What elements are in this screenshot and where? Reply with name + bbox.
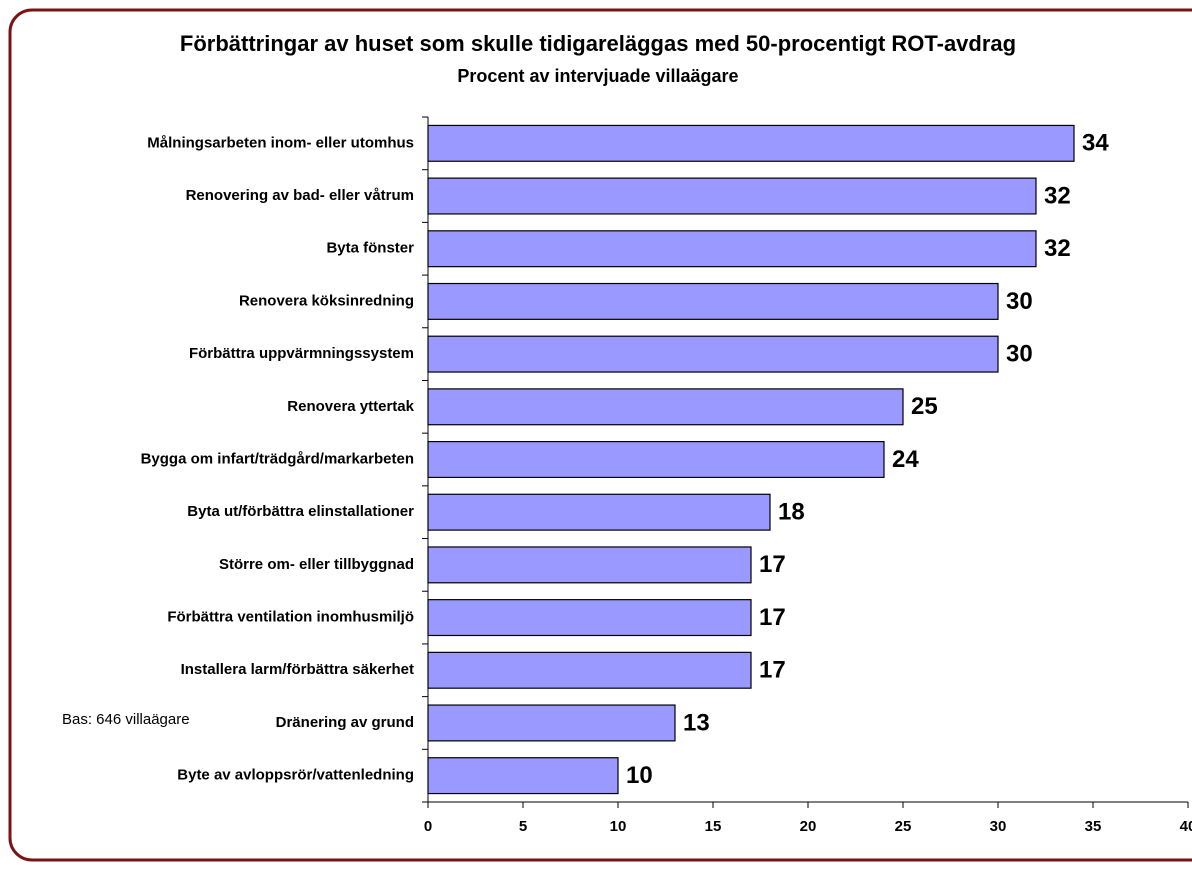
value-label: 30	[1006, 340, 1033, 367]
bar	[427, 704, 676, 742]
category-label: Målningsarbeten inom- eller utomhus	[147, 134, 414, 151]
x-tick-label: 10	[610, 818, 627, 835]
x-tick-label: 25	[895, 818, 912, 835]
bar	[427, 335, 999, 373]
x-tick-label: 15	[705, 818, 722, 835]
value-label: 17	[759, 604, 786, 631]
bar	[427, 177, 1037, 215]
category-label: Renovera yttertak	[287, 398, 414, 415]
category-label: Dränering av grund	[276, 714, 414, 731]
category-label: Installera larm/förbättra säkerhet	[181, 661, 414, 678]
value-label: 17	[759, 657, 786, 684]
x-tick-label: 40	[1180, 818, 1192, 835]
value-label: 10	[626, 762, 653, 789]
bar	[427, 651, 752, 689]
value-label: 17	[759, 551, 786, 578]
category-label: Bygga om infart/trädgård/markarbeten	[141, 450, 414, 467]
bar	[427, 282, 999, 320]
bar	[427, 230, 1037, 268]
value-label: 13	[683, 709, 710, 736]
annotation: Bas: 646 villaägare	[62, 711, 190, 728]
category-label: Byta fönster	[326, 240, 414, 257]
bar	[427, 440, 885, 479]
bar	[427, 599, 752, 637]
category-label: Renovera köksinredning	[239, 292, 414, 309]
value-label: 32	[1044, 182, 1071, 209]
category-label: Förbättra ventilation inomhusmiljö	[167, 609, 414, 626]
bar	[427, 388, 904, 426]
value-label: 24	[892, 446, 919, 473]
category-label: Byta ut/förbättra elinstallationer	[187, 503, 414, 520]
value-label: 34	[1082, 130, 1109, 157]
value-label: 30	[1006, 288, 1033, 315]
value-label: 25	[911, 393, 938, 420]
bar	[427, 124, 1075, 162]
bar	[427, 493, 771, 531]
category-label: Renovering av bad- eller våtrum	[186, 187, 414, 204]
bar	[427, 757, 619, 795]
category-label: Förbättra uppvärmningssystem	[189, 345, 414, 362]
bar	[427, 546, 752, 584]
value-label: 32	[1044, 235, 1071, 262]
chart-subtitle: Procent av intervjuade villaägare	[457, 66, 738, 86]
chart-title: Förbättringar av huset som skulle tidiga…	[180, 31, 1016, 56]
x-tick-label: 30	[990, 818, 1007, 835]
category-label: Byte av avloppsrör/vattenledning	[177, 767, 414, 784]
x-tick-label: 0	[424, 818, 432, 835]
value-label: 18	[778, 499, 805, 526]
x-tick-label: 35	[1085, 818, 1102, 835]
x-tick-label: 20	[800, 818, 817, 835]
frame	[8, 8, 1192, 862]
x-tick-label: 5	[519, 818, 527, 835]
category-label: Större om- eller tillbyggnad	[219, 556, 414, 573]
